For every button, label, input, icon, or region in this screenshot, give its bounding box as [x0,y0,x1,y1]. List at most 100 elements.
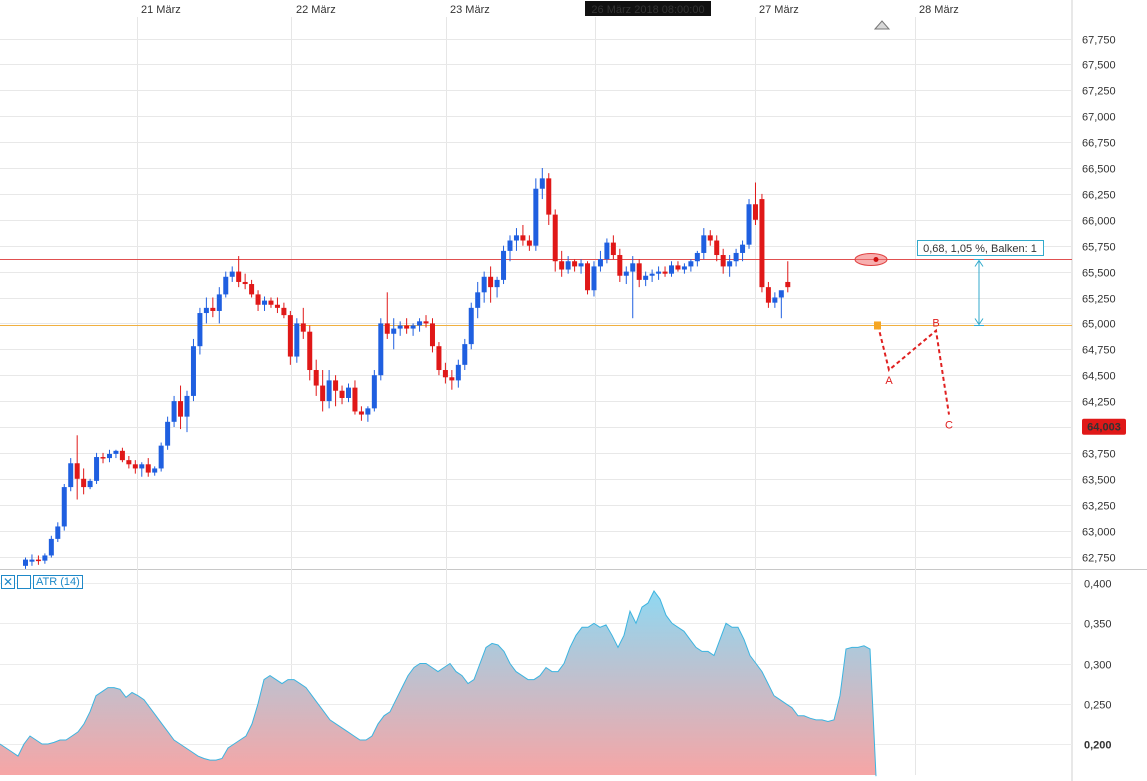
candle-body-down [74,463,80,479]
candle-body-down [662,271,668,274]
candle-body-up [68,463,74,488]
candle-body-up [455,364,461,381]
wave-label-b: B [932,318,939,330]
candle-body-down [546,178,552,215]
candle-body-up [462,344,468,365]
candle-body-up [533,188,539,246]
date-label: 28 März [919,4,959,16]
price-tick-label: 65,000 [1082,319,1116,331]
candle-body-up [649,273,655,276]
candle-body-down [442,370,448,378]
candle-body-down [610,242,616,256]
measure-label-box[interactable] [917,240,1044,256]
current-price-badge [1082,418,1126,435]
candle-body-up [197,313,203,347]
candle-body-up [417,321,423,326]
price-tick-label: 64,500 [1082,371,1116,383]
candle-body-down [714,240,720,256]
measure-arrow-down-icon [974,318,984,326]
atr-tick-label: 0,300 [1084,660,1112,672]
candle-body-up [391,328,397,334]
candle-body-down [423,321,429,324]
price-tick-label: 67,250 [1082,86,1116,98]
candle-body-down [572,261,578,267]
candle-body-down [675,265,681,270]
candle-body-up [203,307,209,314]
price-tick-label: 67,750 [1082,35,1116,47]
candle-body-up [597,259,603,267]
price-tick-label: 66,000 [1082,216,1116,228]
candle-body-down [352,387,358,412]
candle-body-up [94,457,100,481]
candle-body-down [268,300,274,305]
wave-projection-path[interactable] [877,325,950,415]
candle-body-up [604,242,610,260]
candle-body-up [87,480,93,488]
candle-body-down [307,331,313,371]
minimize-indicator-button[interactable]: _ [17,575,31,589]
candle-body-down [339,390,345,398]
candle-body-up [539,178,545,189]
candle-body-down [358,411,364,415]
price-tick-label: 64,750 [1082,345,1116,357]
candle-body-up [656,271,662,274]
candle-body-down [429,323,435,347]
price-tick-label: 65,750 [1082,242,1116,254]
scroll-marker-icon[interactable] [873,20,891,30]
candle-body-up [591,266,597,291]
atr-tick-label: 0,400 [1084,579,1112,591]
price-marker-ellipse[interactable] [854,253,888,266]
atr-line [0,590,877,777]
candle-body-up [378,323,384,376]
candle-body-down [145,464,151,473]
candle-body-up [223,276,229,295]
candle-body-down [526,240,532,246]
candle-body-up [171,401,177,422]
candle-body-up [778,290,784,298]
candle-body-up [630,263,636,272]
candle-body-up [29,559,35,562]
price-tick-label: 67,500 [1082,60,1116,72]
price-tick-label: 66,500 [1082,164,1116,176]
wave-label-c: C [945,420,953,432]
candle-body-down [119,450,125,461]
candle-body-down [559,261,565,270]
candle-body-down [449,377,455,381]
candle-body-up [42,555,48,561]
candle-body-down [35,559,41,562]
price-tick-label: 65,250 [1082,294,1116,306]
date-label: 21 März [141,4,181,16]
candle-body-down [759,199,765,288]
candle-body-up [371,375,377,409]
projection-anchor-square[interactable] [874,321,881,330]
candle-body-up [113,450,119,454]
candle-body-down [100,457,106,459]
wave-label-a: A [885,375,893,387]
date-label: 23 März [450,4,490,16]
candle-body-down [333,380,339,391]
price-tick-label: 63,250 [1082,501,1116,513]
date-label: 22 März [296,4,336,16]
candle-body-up [772,297,778,303]
candle-body-up [229,271,235,277]
candle-body-up [55,526,61,539]
candle-body-up [139,464,145,469]
price-tick-label: 65,500 [1082,268,1116,280]
candle-body-down [520,235,526,241]
candle-body-up [701,235,707,253]
candle-body-up [669,265,674,274]
candle-body-up [326,380,332,402]
candle-body-down [126,460,132,465]
candle-body-down [313,370,319,386]
candle-body-down [178,401,184,417]
highlighted-date-background [585,1,711,16]
measure-label: 0,68, 1,05 %, Balken: 1 [923,243,1037,255]
atr-indicator-label[interactable]: ATR (14) [33,575,83,589]
close-indicator-button[interactable]: ✕ [1,575,15,589]
candle-body-down [436,346,442,371]
candle-body-up [152,468,158,473]
candle-body-up [475,292,481,308]
candle-body-down [707,235,713,241]
